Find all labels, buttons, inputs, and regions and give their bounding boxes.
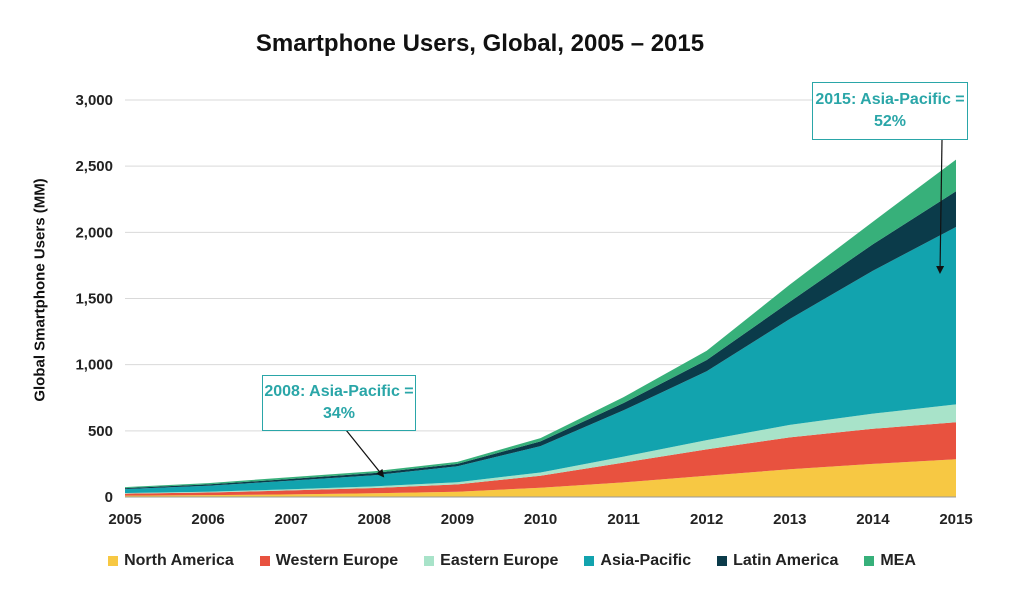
x-tick-label: 2009: [441, 511, 474, 528]
annotation-arrow: [345, 429, 385, 478]
x-tick-label: 2010: [524, 511, 557, 528]
legend-swatch: [717, 556, 728, 566]
legend-swatch: [259, 556, 270, 566]
axis-layer: 0 500 1,000 1,500 2,000 2,500 3,000 2005 2006 200…: [75, 92, 972, 528]
legend-label: MEA: [880, 552, 916, 569]
x-tick-label: 2011: [607, 511, 640, 528]
annotation-arrow: [936, 139, 945, 274]
x-tick-label: 2008: [358, 511, 391, 528]
x-tick-label: 2015: [939, 511, 972, 528]
legend-swatch: [584, 556, 595, 566]
legend-swatch: [424, 556, 435, 566]
area-layer: [125, 159, 956, 497]
y-tick-label: 0: [105, 489, 113, 506]
area-north-america: [125, 459, 956, 497]
y-tick-label: 3,000: [75, 92, 113, 109]
legend-item: Latin America: [717, 552, 838, 570]
chart-title: Smartphone Users, Global, 2005 – 2015: [255, 30, 705, 57]
x-tick-label: 2007: [275, 511, 308, 528]
y-tick-label: 1,000: [75, 357, 113, 374]
y-tick-label: 1,500: [75, 291, 113, 308]
legend-item: MEA: [864, 552, 916, 570]
legend: North America Western Europe Eastern Europ…: [0, 552, 1024, 570]
legend-swatch: [864, 556, 875, 566]
x-tick-label: 2013: [773, 511, 806, 528]
y-tick-label: 2,000: [75, 224, 113, 241]
y-tick-label: 500: [88, 423, 113, 440]
legend-label: North America: [124, 552, 234, 569]
legend-item: Eastern Europe: [424, 552, 558, 570]
area-western-europe: [125, 422, 956, 496]
arrow-layer: [345, 139, 945, 478]
x-tick-label: 2006: [191, 511, 224, 528]
legend-item: Western Europe: [259, 552, 399, 570]
legend-label: Asia-Pacific: [600, 552, 692, 569]
legend-item: Asia-Pacific: [584, 552, 691, 570]
x-tick-label: 2014: [856, 511, 890, 528]
legend-label: Eastern Europe: [440, 552, 559, 569]
x-tick-label: 2005: [108, 511, 141, 528]
legend-label: Latin America: [733, 552, 839, 569]
y-tick-label: 2,500: [75, 158, 113, 175]
legend-swatch: [108, 556, 119, 566]
x-tick-label: 2012: [690, 511, 723, 528]
area-asia-pacific: [125, 227, 956, 493]
legend-label: Western Europe: [275, 552, 399, 569]
annotation-2008: 2008: Asia-Pacific = 34%: [262, 375, 416, 431]
legend-item: North America: [108, 552, 234, 570]
annotation-2015: 2015: Asia-Pacific = 52%: [812, 82, 968, 140]
